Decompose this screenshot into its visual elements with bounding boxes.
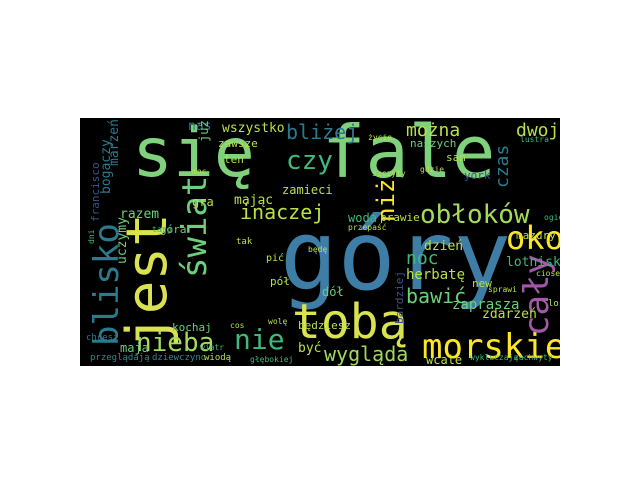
cloud-word: przepaść: [348, 223, 387, 232]
cloud-word: noc: [406, 248, 439, 269]
cloud-word: ciosem: [536, 269, 560, 278]
cloud-word: targ: [152, 225, 172, 234]
cloud-word: kochaj: [172, 321, 212, 334]
cloud-word: mazury: [516, 229, 556, 242]
cloud-word: maja: [120, 341, 149, 355]
cloud-word: zachwyty: [514, 353, 553, 362]
cloud-word: zaprasza: [452, 297, 520, 313]
cloud-word: oko: [506, 219, 560, 257]
cloud-word: inaczej: [240, 200, 325, 224]
cloud-word: los: [548, 299, 560, 309]
cloud-word: zamieci: [282, 183, 333, 197]
cloud-word: życie: [368, 133, 393, 142]
cloud-word: wcale: [426, 353, 463, 366]
cloud-word: bardziej: [393, 271, 406, 324]
cloud-word: nieba: [136, 328, 215, 358]
cloud-word: zdarzeń: [482, 307, 537, 322]
cloud-word: chcesz: [86, 333, 119, 343]
cloud-word: czy: [286, 146, 333, 176]
cloud-word: uczymy: [115, 217, 130, 264]
cloud-word: razem: [120, 207, 160, 222]
cloud-word: mając: [234, 193, 274, 208]
cloud-word: woda: [348, 211, 377, 225]
cloud-word: ten: [224, 153, 244, 166]
cloud-word: new: [472, 277, 492, 290]
cloud-word: herbatę: [406, 267, 466, 283]
cloud-word: morskie: [422, 327, 560, 366]
cloud-word: góra: [160, 223, 187, 236]
cloud-word: dwoje: [516, 120, 560, 141]
cloud-word: naszych: [410, 137, 457, 150]
cloud-word: marzeń: [107, 119, 122, 166]
cloud-word: dzień: [424, 239, 464, 254]
cloud-word: nas: [188, 119, 212, 134]
cloud-word: gdzie: [420, 165, 445, 174]
cloud-word: ogień: [544, 213, 560, 222]
cloud-word: góry: [280, 200, 512, 312]
cloud-word: tobą: [292, 294, 408, 350]
cloud-word: wiodą: [204, 353, 232, 363]
cloud-word: się: [132, 118, 255, 193]
cloud-word: san: [446, 151, 466, 164]
cloud-word: już: [197, 120, 211, 142]
cloud-word: pół: [270, 275, 290, 288]
cloud-word: będę: [308, 245, 328, 254]
cloud-word: wiatr: [200, 343, 225, 352]
cloud-word: przeglądają: [90, 353, 150, 363]
cloud-word: cos: [230, 321, 245, 330]
cloud-word: moc: [192, 167, 207, 176]
cloud-word: tak: [236, 237, 253, 247]
cloud-word: czas: [492, 144, 513, 188]
cloud-word: lustra: [520, 135, 549, 144]
cloud-word: wykluczają: [470, 353, 519, 362]
cloud-word: szczyty: [372, 169, 406, 178]
cloud-word: bliżej: [286, 120, 359, 144]
cloud-word: będziesz: [298, 319, 351, 332]
cloud-word: dni: [87, 229, 96, 244]
cloud-word: dziewczyno: [152, 353, 207, 363]
cloud-word: francisco: [89, 162, 102, 222]
cloud-word: być: [298, 341, 322, 356]
cloud-word: bawić: [406, 284, 467, 308]
cloud-word: głębokiej: [250, 355, 294, 364]
cloud-word: wszystko: [222, 121, 285, 136]
cloud-word: gra: [192, 195, 214, 209]
cloud-word: sprawi: [488, 285, 517, 294]
cloud-word: można: [406, 120, 461, 141]
cloud-word: prawie: [380, 211, 420, 224]
word-cloud: góry się fale jest tobą morskie świat blisko nie…: [80, 118, 560, 366]
cloud-word: wygląda: [324, 342, 409, 366]
cloud-word: obłoków: [420, 200, 530, 230]
cloud-word: fale: [322, 118, 496, 194]
cloud-word: dół: [322, 285, 344, 299]
cloud-word: wolę: [268, 317, 288, 326]
cloud-word: nie: [234, 323, 285, 356]
cloud-word: zawsze: [218, 137, 258, 150]
cloud-word: lotnisko: [506, 255, 560, 270]
cloud-word: york: [464, 169, 491, 182]
cloud-word: pić: [266, 253, 285, 264]
